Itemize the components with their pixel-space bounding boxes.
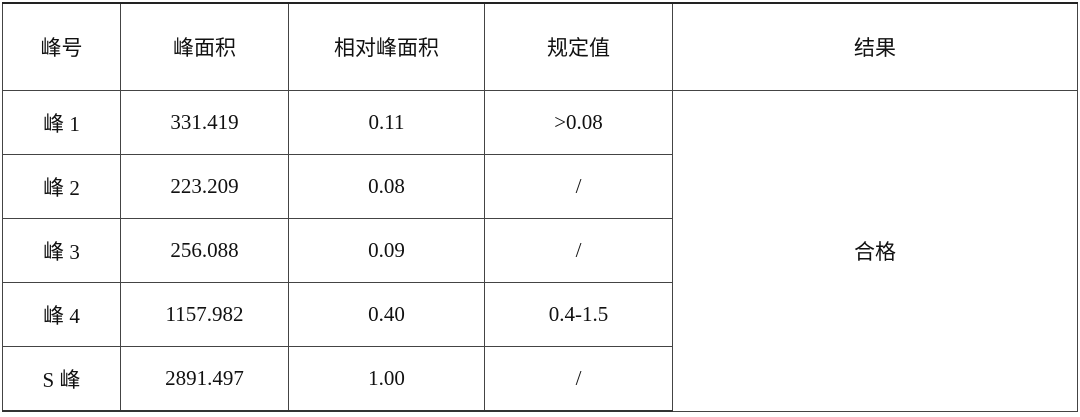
header-relative-area: 相对峰面积 [288,2,485,91]
cell-result: 合格 [672,90,1078,412]
cell-peak: 峰 2 [2,154,121,219]
cell-area: 256.088 [120,218,289,283]
header-row: 峰号 峰面积 相对峰面积 规定值 结果 [2,2,1078,91]
table-row: 峰 1 331.419 0.11 >0.08 合格 [2,90,1078,412]
cell-peak: 峰 1 [2,90,121,155]
cell-peak: 峰 4 [2,282,121,347]
cell-area: 2891.497 [120,346,289,412]
header-peak: 峰号 [2,2,121,91]
cell-relative-area: 0.09 [288,218,485,283]
cell-peak: S 峰 [2,346,121,412]
table-row: S 峰 2891.497 1.00 / [2,346,1078,412]
cell-relative-area: 0.11 [288,90,485,155]
cell-area: 223.209 [120,154,289,219]
cell-spec: / [484,218,673,283]
header-area: 峰面积 [120,2,289,91]
table-row: 峰 3 256.088 0.09 / [2,218,1078,283]
cell-relative-area: 0.40 [288,282,485,347]
cell-spec: / [484,154,673,219]
cell-area: 331.419 [120,90,289,155]
cell-spec: / [484,346,673,412]
peak-area-table: 峰号 峰面积 相对峰面积 规定值 结果 峰 1 331.419 0.11 >0.… [2,2,1078,412]
cell-area: 1157.982 [120,282,289,347]
cell-spec: >0.08 [484,90,673,155]
cell-spec: 0.4-1.5 [484,282,673,347]
header-result: 结果 [672,2,1078,91]
cell-relative-area: 1.00 [288,346,485,412]
cell-relative-area: 0.08 [288,154,485,219]
cell-peak: 峰 3 [2,218,121,283]
table-row: 峰 4 1157.982 0.40 0.4-1.5 [2,282,1078,347]
header-spec: 规定值 [484,2,673,91]
